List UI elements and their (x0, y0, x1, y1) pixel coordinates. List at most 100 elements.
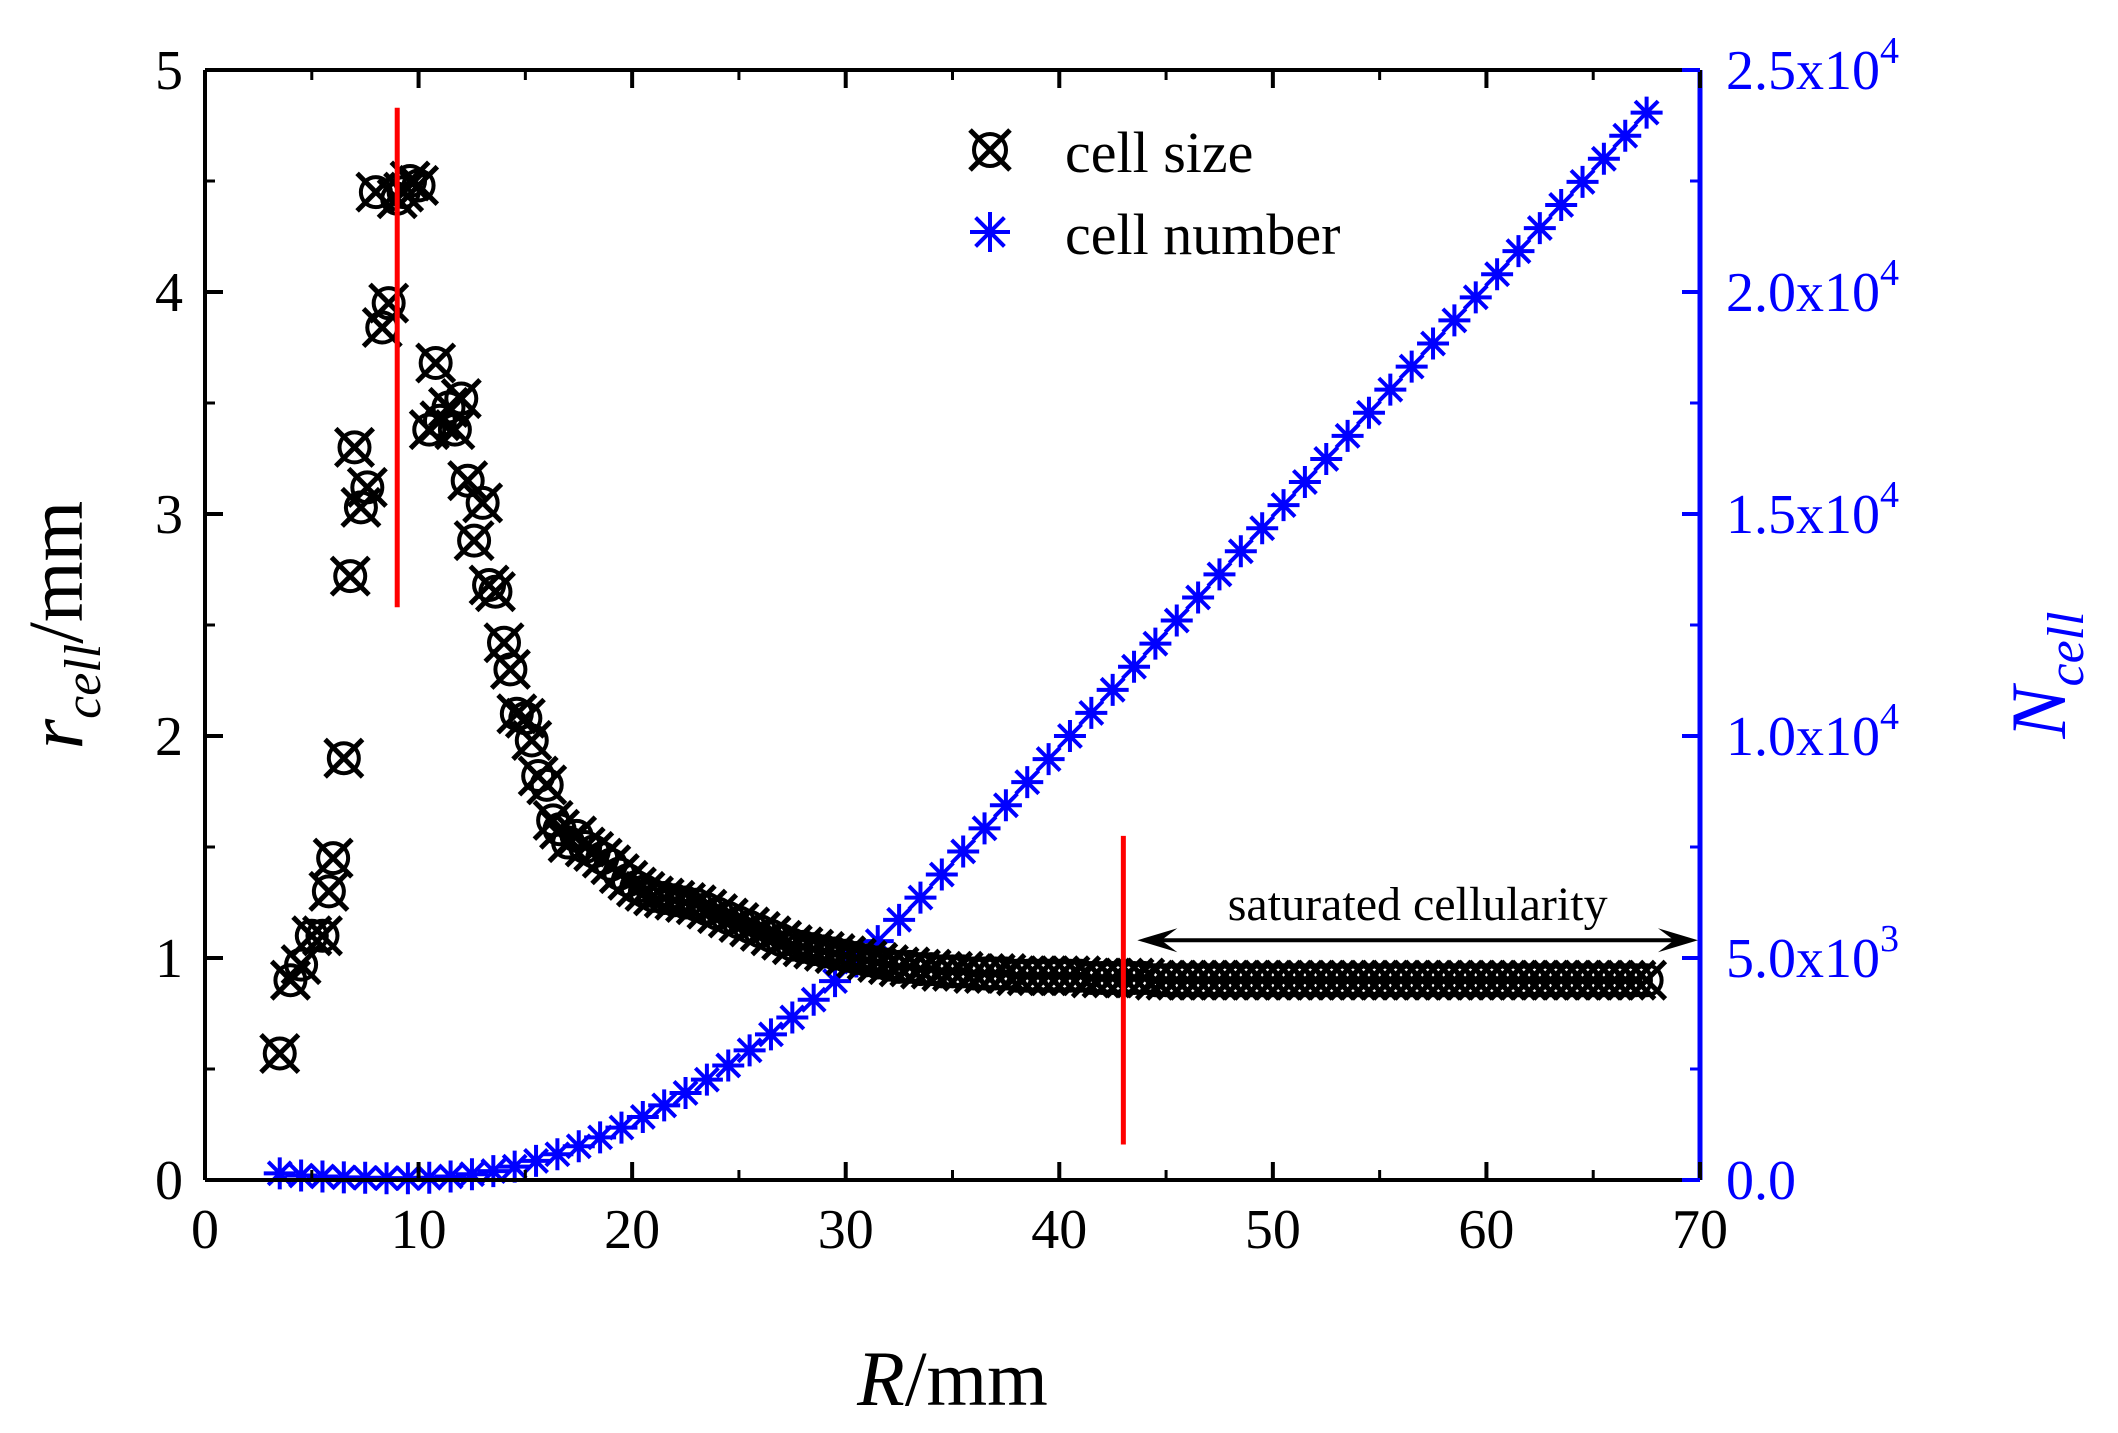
cell-size-point (1626, 959, 1668, 1001)
cell-number-point (1053, 720, 1086, 752)
cell-number-point (349, 1161, 382, 1194)
x-tick-label: 0 (191, 1199, 219, 1261)
cell-number-point (263, 1157, 296, 1190)
saturated-cellularity-label: saturated cellularity (1228, 878, 1608, 931)
cell-number-point (285, 1159, 318, 1192)
cell-number-point (1374, 373, 1407, 406)
cell-number-point (1523, 212, 1556, 245)
cell-number-point (1075, 696, 1108, 729)
cell-number-point (605, 1111, 638, 1144)
cell-size-point (259, 1032, 301, 1074)
cell-size-point (415, 342, 457, 384)
cell-number-point (1032, 743, 1065, 776)
cell-size-point (398, 164, 440, 206)
cell-number-point (584, 1121, 617, 1154)
y-right-tick-label: 5.0x103 (1726, 918, 1899, 990)
cell-size-point (462, 482, 504, 524)
cell-number-point (797, 983, 830, 1016)
cell-number-point (1118, 650, 1151, 683)
legend-cell-size-label: cell size (1065, 120, 1253, 185)
cell-number-point (477, 1155, 510, 1188)
cell-number-point (1417, 327, 1450, 360)
cell-size-point (526, 764, 568, 806)
cell-number-point (520, 1144, 553, 1177)
cell-number-point (1566, 165, 1599, 198)
cell-number-point (1224, 535, 1257, 568)
cell-size-point (333, 426, 376, 468)
cell-size-point (447, 460, 489, 502)
data-marks (259, 96, 1668, 1195)
cell-number-point (413, 1161, 446, 1194)
y-left-tick-label: 5 (155, 40, 183, 102)
cell-size-point (323, 737, 365, 779)
cell-number-point (690, 1063, 723, 1096)
cell-size-point (1615, 959, 1657, 1001)
cell-size-point (489, 648, 531, 690)
cell-number-point (1203, 558, 1236, 591)
cell-number-point (947, 835, 980, 868)
cell-size-point (301, 915, 343, 957)
cell-number-point (1139, 627, 1172, 660)
cell-number-point (1459, 281, 1492, 314)
cell-number-point (776, 1001, 809, 1034)
cell-size-point (291, 915, 333, 957)
y-left-tick-label: 3 (155, 484, 183, 546)
x-tick-label: 70 (1672, 1199, 1728, 1261)
cell-number-point (1481, 258, 1514, 291)
x-tick-label: 20 (604, 1199, 660, 1261)
cell-number-point (733, 1034, 766, 1067)
cell-number-point (1438, 304, 1471, 337)
cell-number-point (1502, 235, 1535, 268)
x-tick-label: 30 (818, 1199, 874, 1261)
cell-number-point (1096, 673, 1129, 706)
cell-size-point (440, 378, 482, 420)
axes: 0 10 20 30 40 50 60 70 0 1 2 3 4 5 0.0 5.0x103 1.0x104 1.… (12, 30, 2095, 1422)
legend-cell-number-label: cell number (1065, 202, 1340, 267)
cell-number-point (626, 1100, 659, 1133)
legend: cell size cell number (968, 120, 1340, 267)
legend-cell-size-marker (968, 128, 1012, 172)
cell-size-point (511, 719, 553, 761)
cell-number-point (498, 1150, 531, 1183)
cell-number-point (1246, 512, 1279, 545)
cell-number-point (1182, 581, 1215, 614)
y-right-tick-label: 0.0 (1726, 1150, 1796, 1212)
y-right-tick-label: 1.0x104 (1726, 696, 1899, 768)
arrow-head-right (1658, 928, 1698, 953)
cell-number-point (306, 1160, 339, 1193)
cell-number-point (434, 1160, 467, 1193)
x-axis-title: R/mm (856, 1335, 1048, 1422)
cell-number-point (1395, 350, 1428, 383)
cell-number-point (1587, 142, 1620, 175)
cell-number-point (1609, 119, 1642, 152)
cell-number-point (712, 1049, 745, 1082)
y-left-tick-label: 4 (155, 262, 183, 324)
cell-size-point (329, 555, 371, 597)
cell-size-point (308, 870, 350, 912)
cell-size-point (453, 520, 495, 562)
y-right-tick-label: 1.5x104 (1726, 474, 1899, 546)
cell-number-point (455, 1158, 488, 1191)
cell-size-point (312, 837, 354, 879)
x-tick-label: 40 (1031, 1199, 1087, 1261)
y-left-tick-label: 2 (155, 706, 183, 768)
cell-size-point (474, 571, 516, 613)
y-right-axis-title: Ncell (1995, 611, 2095, 739)
cell-number-point (1267, 489, 1300, 522)
cell-number-point (840, 945, 873, 978)
cell-number-point (925, 858, 958, 891)
cell-number-point (968, 812, 1001, 845)
x-tick-label: 60 (1458, 1199, 1514, 1261)
x-tick-label: 50 (1245, 1199, 1301, 1261)
cell-size-point (368, 282, 410, 324)
arrow-head-left (1137, 928, 1178, 953)
cell-number-point (1331, 419, 1364, 452)
cell-number-point (1011, 766, 1044, 799)
cell-number-point (904, 881, 937, 914)
annotations: saturated cellularity (394, 107, 1698, 1145)
cell-number-point (883, 903, 916, 936)
y-left-axis-title: rcell/mm (12, 501, 112, 749)
cell-number-point (541, 1138, 574, 1171)
cell-size-point (346, 466, 388, 508)
